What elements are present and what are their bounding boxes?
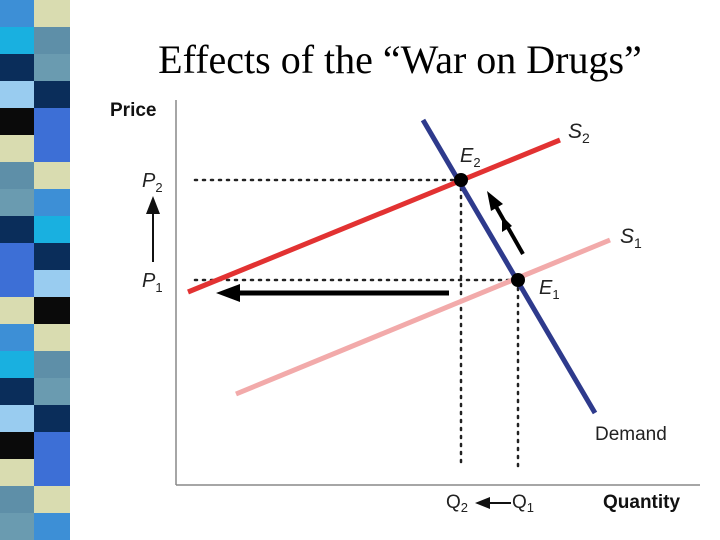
stripe-block [0,324,34,351]
q1-label: Q1 [512,492,534,515]
q2-label: Q2 [446,492,468,515]
stripe-block [34,162,70,189]
quantity-left-arrow-icon [475,497,511,509]
e2-label: E2 [460,145,481,170]
stripe-block [34,216,70,243]
demand-line [420,118,598,415]
stripe-block [34,324,70,351]
stripe-block [34,243,70,270]
stripe-block [34,378,70,405]
p2-label: P2 [142,170,163,195]
stripe-block [0,189,34,216]
stripe-block [0,243,34,270]
demand-label: Demand [595,424,667,445]
stripe-block [0,216,34,243]
stripe-block [0,405,34,432]
stripe-block [0,162,34,189]
s2-label: S2 [568,120,590,146]
stripe-block [34,351,70,378]
stripe-block [0,351,34,378]
stripe-block [34,297,70,324]
e1-point [511,273,525,287]
stripe-block [34,81,70,108]
stripe-block [34,189,70,216]
stripe-block [34,405,70,432]
shift-left-arrow-icon [216,284,449,302]
stripe-block [34,270,70,297]
stripe-block [0,54,34,81]
stripe-block [0,135,34,162]
stripe-block [34,27,70,54]
stripe-block [0,0,34,27]
s1-label: S1 [620,225,642,251]
stripe-block [0,432,34,459]
stripe-block [0,297,34,324]
stripe-block [0,378,34,405]
stripe-block [34,135,70,162]
stripe-block [0,459,34,486]
supply-s2-line [187,137,561,295]
stripe-block [0,486,34,513]
y-axis-label: Price [110,100,156,121]
stripe-block [0,81,34,108]
move-along-demand-arrow-icon [487,191,525,255]
p1-label: P1 [142,270,163,295]
supply-s1-line [235,237,611,397]
e1-label: E1 [539,277,560,302]
x-axis-label: Quantity [603,492,680,513]
e2-point [454,173,468,187]
stripe-block [34,108,70,135]
stripe-block [34,459,70,486]
stripe-block [34,0,70,27]
stripe-block [34,513,70,540]
stripe-block [0,270,34,297]
slide-title: Effects of the “War on Drugs” [158,37,642,82]
stripe-block [34,54,70,81]
stripe-block [0,513,34,540]
stripe-block [0,27,34,54]
price-up-arrow-icon [146,196,160,262]
decorative-stripe [0,0,70,540]
stripe-block [0,108,34,135]
stripe-block [34,486,70,513]
stripe-block [34,432,70,459]
